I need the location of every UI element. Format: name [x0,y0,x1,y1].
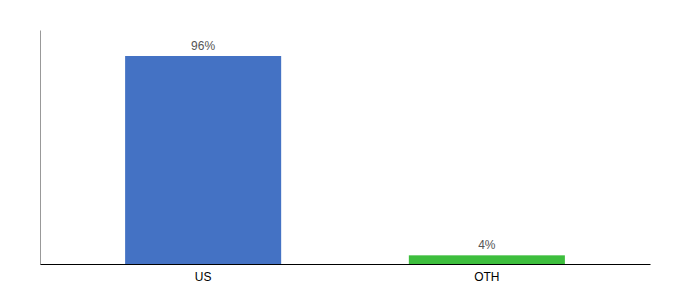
bar [409,255,565,264]
bar [125,56,281,264]
x-tick: US [195,270,212,284]
x-tick-label: US [195,270,212,284]
plot: US OTH 96% 4% [41,31,651,284]
y-axis [40,31,41,265]
y-axis-line [40,31,41,265]
x-axis: US OTH [41,265,651,284]
bars [125,56,565,264]
data-label: 4% [478,238,496,252]
x-tick: OTH [474,270,499,284]
x-axis-line [41,264,651,265]
chart: US OTH 96% 4% [0,0,680,300]
data-label: 96% [191,39,215,53]
data-labels: 96% 4% [191,39,496,252]
x-tick-label: OTH [474,270,499,284]
